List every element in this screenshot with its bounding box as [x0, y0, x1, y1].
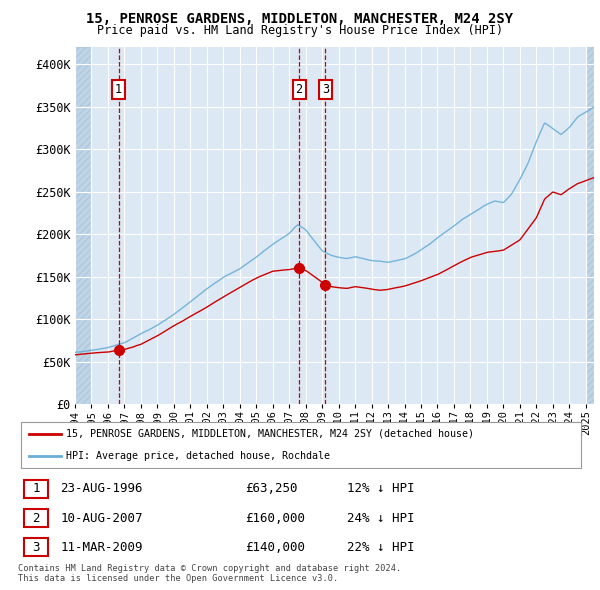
Text: 1: 1 [115, 83, 122, 96]
Text: 24% ↓ HPI: 24% ↓ HPI [347, 512, 415, 525]
Text: 10-AUG-2007: 10-AUG-2007 [61, 512, 143, 525]
Text: 23-AUG-1996: 23-AUG-1996 [61, 483, 143, 496]
Text: 22% ↓ HPI: 22% ↓ HPI [347, 540, 415, 553]
Text: 3: 3 [32, 540, 40, 553]
Text: 11-MAR-2009: 11-MAR-2009 [61, 540, 143, 553]
Text: 3: 3 [322, 83, 329, 96]
FancyBboxPatch shape [23, 538, 48, 556]
Text: 12% ↓ HPI: 12% ↓ HPI [347, 483, 415, 496]
Text: 2: 2 [296, 83, 303, 96]
Text: Contains HM Land Registry data © Crown copyright and database right 2024.
This d: Contains HM Land Registry data © Crown c… [18, 564, 401, 584]
Text: 1: 1 [32, 483, 40, 496]
FancyBboxPatch shape [23, 480, 48, 498]
FancyBboxPatch shape [21, 422, 581, 468]
Text: 15, PENROSE GARDENS, MIDDLETON, MANCHESTER, M24 2SY (detached house): 15, PENROSE GARDENS, MIDDLETON, MANCHEST… [66, 429, 474, 439]
Text: HPI: Average price, detached house, Rochdale: HPI: Average price, detached house, Roch… [66, 451, 330, 461]
Text: £140,000: £140,000 [245, 540, 305, 553]
Text: £63,250: £63,250 [245, 483, 298, 496]
FancyBboxPatch shape [23, 509, 48, 527]
Text: £160,000: £160,000 [245, 512, 305, 525]
Text: 15, PENROSE GARDENS, MIDDLETON, MANCHESTER, M24 2SY: 15, PENROSE GARDENS, MIDDLETON, MANCHEST… [86, 12, 514, 26]
Text: Price paid vs. HM Land Registry's House Price Index (HPI): Price paid vs. HM Land Registry's House … [97, 24, 503, 37]
Text: 2: 2 [32, 512, 40, 525]
